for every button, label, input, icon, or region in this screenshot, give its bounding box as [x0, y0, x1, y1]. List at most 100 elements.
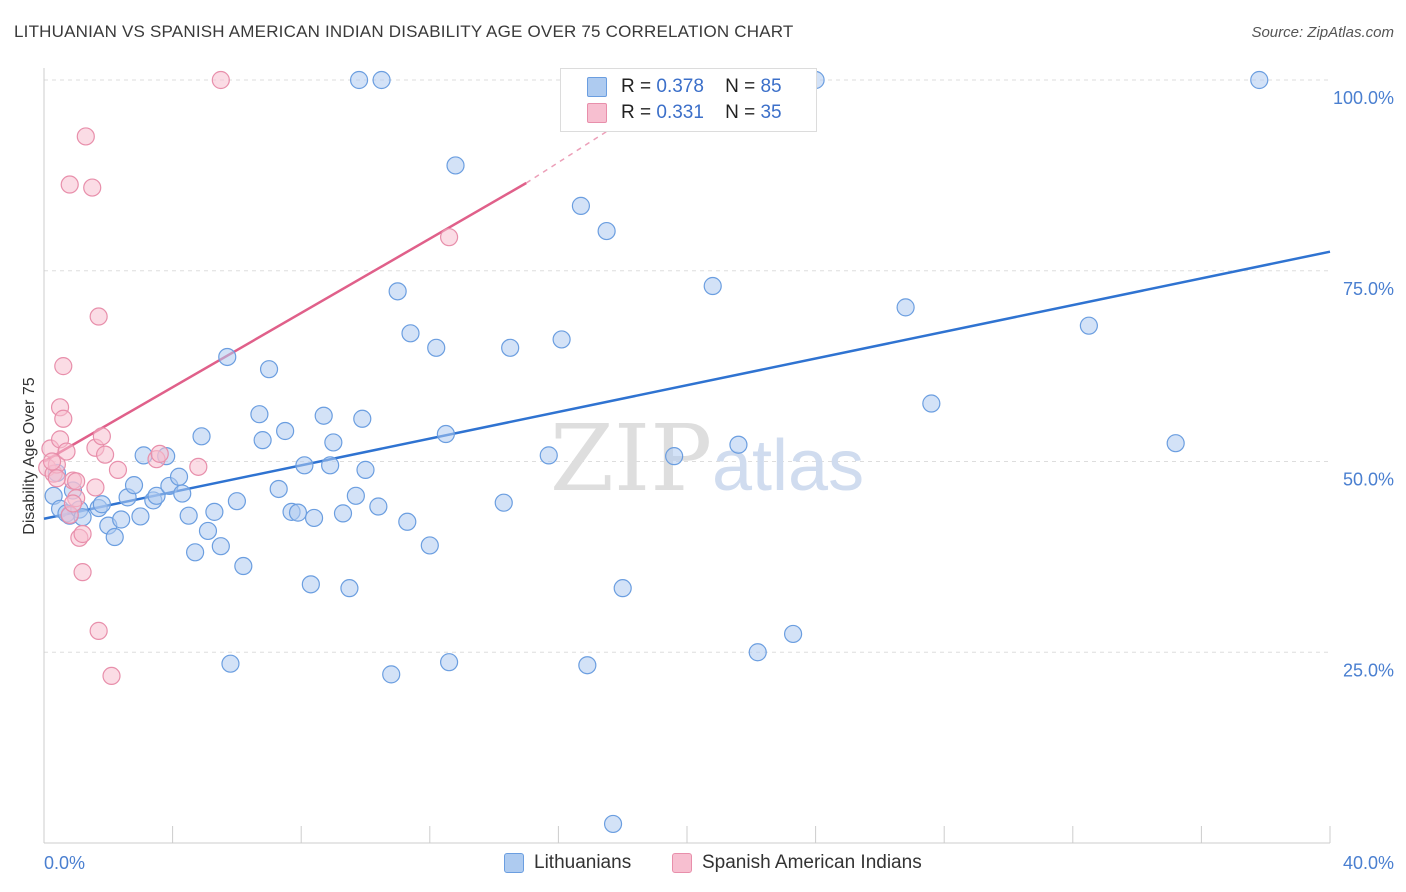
legend-n-value: 35 — [760, 102, 782, 123]
point-lithuanian — [321, 456, 340, 475]
point-lithuanian — [597, 221, 616, 241]
point-spanish — [57, 442, 76, 461]
point-lithuanian — [304, 508, 324, 528]
watermark-zip: ZIP — [550, 405, 712, 512]
legend-n-label: N = — [725, 102, 756, 123]
chart-title: LITHUANIAN VS SPANISH AMERICAN INDIAN DI… — [14, 22, 794, 41]
point-lithuanian — [922, 394, 941, 413]
point-lithuanian — [324, 433, 343, 452]
point-lithuanian — [211, 537, 230, 556]
point-lithuanian — [356, 460, 375, 479]
legend-r-value: 0.378 — [656, 76, 704, 97]
point-spanish — [83, 178, 102, 197]
point-lithuanian — [439, 653, 459, 672]
point-lithuanian — [221, 654, 240, 673]
point-lithuanian — [198, 521, 218, 541]
legend-row-spanish: R = 0.331 N = 35 — [587, 101, 782, 125]
point-spanish — [211, 70, 230, 90]
point-lithuanian — [205, 502, 224, 521]
point-lithuanian — [427, 338, 446, 357]
point-spanish — [89, 621, 108, 640]
trend-line-spanish-extension — [525, 79, 688, 184]
point-lithuanian — [92, 495, 111, 514]
point-lithuanian — [179, 506, 198, 525]
point-spanish — [76, 127, 95, 146]
legend-r-label: R = — [621, 76, 652, 97]
point-spanish — [67, 472, 86, 491]
point-spanish — [439, 228, 459, 247]
point-lithuanian — [147, 486, 166, 505]
point-lithuanian — [703, 276, 722, 296]
point-spanish — [189, 457, 208, 476]
legend-n-label: N = — [725, 76, 756, 97]
bottom-legend-label: Spanish American Indians — [702, 852, 922, 873]
bottom-legend-label: Lithuanians — [534, 852, 632, 873]
point-lithuanian — [276, 421, 295, 441]
source-credit: Source: ZipAtlas.com — [1251, 24, 1394, 41]
point-lithuanian — [613, 579, 632, 598]
legend-n-value: 85 — [760, 76, 782, 97]
point-spanish — [54, 357, 73, 376]
point-lithuanian — [346, 486, 365, 505]
point-lithuanian — [420, 536, 439, 555]
point-lithuanian — [192, 427, 211, 446]
legend-swatch-blue — [587, 77, 607, 97]
point-lithuanian — [333, 504, 353, 523]
x-tick-label: 40.0% — [1343, 853, 1394, 873]
correlation-legend: R = 0.378 N = 85 R = 0.331 N = 35 — [560, 68, 817, 132]
point-spanish — [73, 524, 92, 544]
point-lithuanian — [401, 324, 420, 343]
point-lithuanian — [665, 447, 684, 466]
point-lithuanian — [301, 575, 320, 594]
point-lithuanian — [369, 497, 388, 516]
point-lithuanian — [253, 431, 272, 450]
point-spanish — [150, 444, 169, 463]
y-tick-label: 100.0% — [1333, 88, 1394, 108]
point-lithuanian — [1250, 70, 1269, 90]
point-lithuanian — [388, 282, 407, 301]
point-spanish — [54, 409, 73, 428]
point-lithuanian — [169, 467, 189, 486]
point-lithuanian — [398, 512, 417, 531]
bottom-legend-lithuanians: Lithuanians — [504, 852, 631, 874]
point-spanish — [102, 666, 121, 686]
point-lithuanian — [1079, 316, 1098, 335]
legend-swatch-pink — [587, 103, 607, 123]
point-lithuanian — [131, 507, 150, 526]
point-lithuanian — [539, 446, 558, 465]
point-lithuanian — [552, 330, 571, 349]
point-spanish — [92, 427, 111, 446]
point-lithuanian — [314, 406, 333, 425]
point-spanish — [60, 175, 79, 194]
point-lithuanian — [340, 579, 359, 598]
y-axis-label: Disability Age Over 75 — [21, 377, 38, 535]
point-lithuanian — [173, 484, 192, 503]
point-lithuanian — [1166, 434, 1185, 453]
point-spanish — [63, 494, 83, 513]
point-lithuanian — [494, 493, 513, 512]
point-lithuanian — [105, 527, 124, 547]
point-lithuanian — [349, 70, 369, 90]
point-lithuanian — [250, 405, 269, 424]
point-lithuanian — [729, 435, 748, 454]
point-lithuanian — [382, 665, 401, 684]
bottom-legend-swatch-pink — [672, 853, 692, 873]
x-tick-label: 0.0% — [44, 853, 85, 873]
point-lithuanian — [578, 656, 597, 675]
point-lithuanian — [501, 338, 520, 357]
point-lithuanian — [112, 510, 131, 529]
point-lithuanian — [234, 556, 253, 576]
point-lithuanian — [372, 70, 391, 90]
legend-r-value: 0.331 — [656, 102, 704, 123]
trend-line-spanish — [43, 181, 527, 463]
point-lithuanian — [288, 503, 308, 522]
point-spanish — [73, 563, 92, 582]
point-lithuanian — [218, 347, 237, 367]
point-lithuanian — [748, 643, 767, 662]
tick-labels: 25.0% 50.0% 75.0% 100.0% 0.0% 40.0% — [44, 88, 1394, 873]
point-lithuanian — [227, 492, 246, 511]
point-spanish — [89, 307, 108, 326]
axes — [43, 68, 1331, 844]
point-lithuanian — [353, 409, 372, 428]
